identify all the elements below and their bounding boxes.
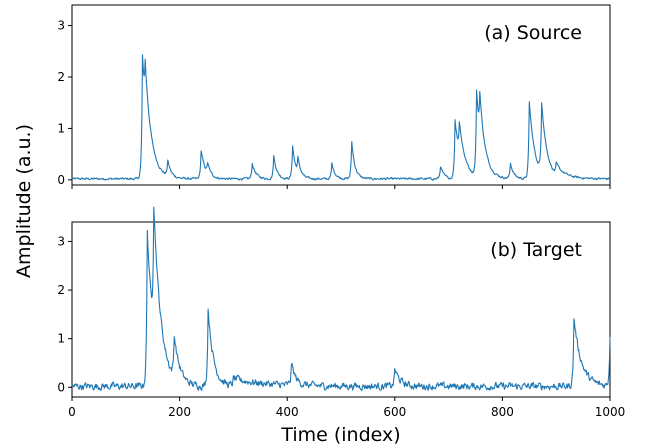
x-tick-label: 200 [168,405,191,419]
panel-a-title: (a) Source [484,22,582,44]
x-tick-label: 400 [276,405,299,419]
y-tick-label: 2 [57,283,65,297]
y-tick-label: 0 [57,380,65,394]
y-tick-label: 1 [57,332,65,346]
x-tick-label: 600 [383,405,406,419]
panel-b-title: (b) Target [490,239,582,261]
y-tick-label: 0 [57,173,65,187]
x-tick-label: 0 [68,405,76,419]
panel-a-source: 0 1 2 3 (a) Source [57,4,611,189]
series-line [71,54,611,181]
axes-frame [71,221,611,398]
y-tick-label: 2 [57,70,65,84]
y-tick-label: 1 [57,121,65,135]
axes-frame [71,4,611,186]
x-tick-label: 1000 [595,405,626,419]
y-tick-label: 3 [57,234,65,248]
panel-b-target: 0 1 2 3 0 200 400 600 800 1000 (b) Target [57,206,626,419]
series-line [71,206,611,392]
x-axis-label: Time (index) [280,424,400,446]
y-axis-label: Amplitude (a.u.) [13,124,35,278]
y-tick-label: 3 [57,19,65,33]
x-tick-label: 800 [491,405,514,419]
